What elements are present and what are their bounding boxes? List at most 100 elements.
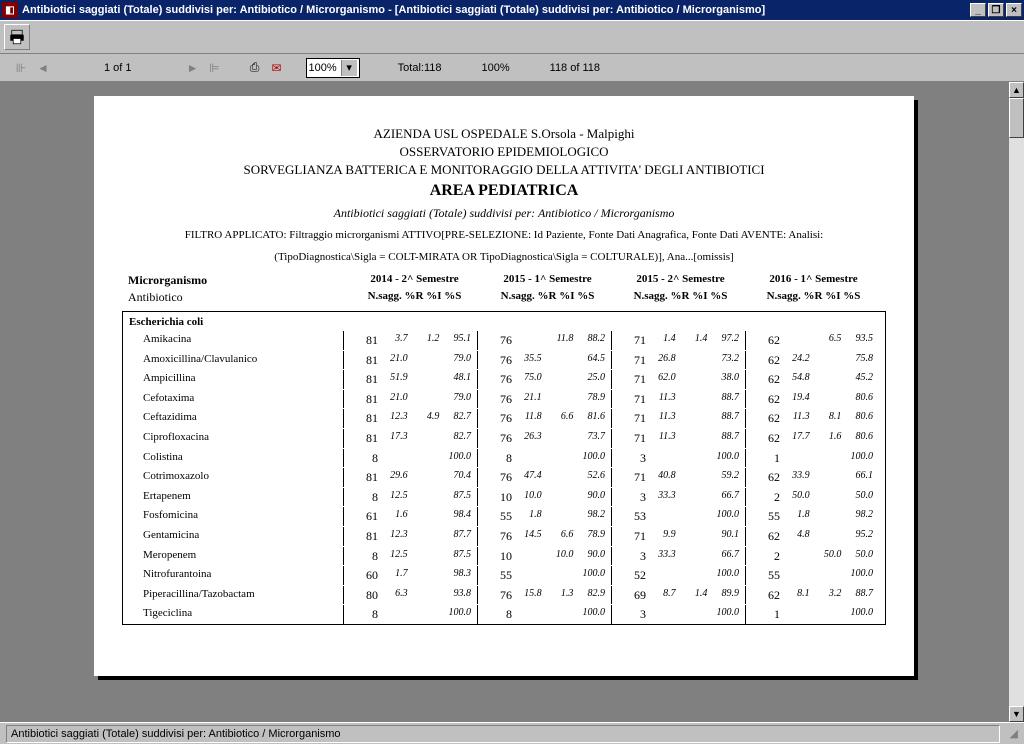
semester-cell: 812.587.5 <box>343 547 477 566</box>
title-bar: ◧ Antibiotici saggiati (Totale) suddivis… <box>0 0 1024 20</box>
table-row: Ceftazidima8112.34.982.77611.86.681.6711… <box>123 408 885 428</box>
semester-cell: 8121.079.0 <box>343 351 477 370</box>
table-row: Cefotaxima8121.079.07621.178.97111.388.7… <box>123 389 885 409</box>
antibiotic-name: Tigeciclina <box>129 605 343 624</box>
page-indicator: 1 of 1 <box>104 62 132 74</box>
semester-cell: 6224.275.8 <box>745 351 879 370</box>
sem-3-header: 2015 - 2^ Semestre <box>614 273 747 288</box>
filter-line-1: FILTRO APPLICATO: Filtraggio microrganis… <box>148 229 860 241</box>
report-subtitle: Antibiotici saggiati (Totale) suddivisi … <box>108 206 900 221</box>
header-line-1: AZIENDA USL OSPEDALE S.Orsola - Malpighi <box>108 126 900 142</box>
semester-cell: 7647.452.6 <box>477 468 611 487</box>
semester-cell: 8117.382.7 <box>343 429 477 448</box>
semester-cell: 7162.038.0 <box>611 370 745 389</box>
semester-cell: 6233.966.1 <box>745 468 879 487</box>
semester-cell: 8121.079.0 <box>343 390 477 409</box>
status-bar: Antibiotici saggiati (Totale) suddivisi … <box>0 722 1024 744</box>
filter-line-2: (TipoDiagnostica\Sigla = COLT-MIRATA OR … <box>148 251 860 263</box>
table-row: Colistina8100.08100.03100.01100.0 <box>123 448 885 468</box>
table-row: Ertapenem812.587.51010.090.0333.366.7250… <box>123 487 885 507</box>
main-toolbar <box>0 20 1024 54</box>
semester-cell: 333.366.7 <box>611 547 745 566</box>
export-icon[interactable]: ✉ <box>269 60 285 76</box>
print-button[interactable] <box>4 24 30 50</box>
sem-4-header: 2016 - 1^ Semestre <box>747 273 880 288</box>
semester-cell: 55100.0 <box>745 566 879 585</box>
resize-grip-icon[interactable]: ◢ <box>1000 727 1018 740</box>
label-microrganismo: Microrganismo <box>128 273 348 288</box>
zoom-value: 100% <box>309 62 337 74</box>
total-records: Total:118 <box>398 62 442 74</box>
status-text: Antibiotici saggiati (Totale) suddivisi … <box>6 725 1000 743</box>
semester-cell: 1010.090.0 <box>477 488 611 507</box>
semester-cell: 812.587.5 <box>343 488 477 507</box>
semester-cell: 611.698.4 <box>343 507 477 526</box>
antibiotic-name: Gentamicina <box>129 527 343 546</box>
prev-page-button[interactable]: ◄ <box>35 60 51 76</box>
semester-cell: 7675.025.0 <box>477 370 611 389</box>
semester-cell: 698.71.489.9 <box>611 586 745 605</box>
header-area: AREA PEDIATRICA <box>108 182 900 200</box>
antibiotic-name: Amoxicillina/Clavulanico <box>129 351 343 370</box>
semester-cell: 6211.38.180.6 <box>745 409 879 428</box>
semester-cell: 624.895.2 <box>745 527 879 546</box>
semester-cell: 8112.387.7 <box>343 527 477 546</box>
antibiotic-name: Colistina <box>129 449 343 468</box>
sem-1-header: 2014 - 2^ Semestre <box>348 273 481 288</box>
semester-cell: 8100.0 <box>477 605 611 624</box>
semester-cell: 7126.873.2 <box>611 351 745 370</box>
semester-cell: 711.41.497.2 <box>611 331 745 350</box>
content-area: AZIENDA USL OSPEDALE S.Orsola - Malpighi… <box>0 82 1024 722</box>
table-row: Ampicillina8151.948.17675.025.07162.038.… <box>123 369 885 389</box>
table-row: Meropenem812.587.51010.090.0333.366.7250… <box>123 546 885 566</box>
semester-cell: 7615.81.382.9 <box>477 586 611 605</box>
column-headers-2: Antibiotico N.sagg. %R %I %S N.sagg. %R … <box>108 290 900 307</box>
antibiotic-name: Cotrimoxazolo <box>129 468 343 487</box>
last-page-button[interactable]: ⊫ <box>207 60 223 76</box>
scroll-up-button[interactable]: ▲ <box>1009 82 1024 98</box>
antibiotic-name: Ampicillina <box>129 370 343 389</box>
semester-cell: 6219.480.6 <box>745 390 879 409</box>
zoom-select[interactable]: 100% ▾ <box>306 58 360 78</box>
antibiotic-name: Fosfomicina <box>129 507 343 526</box>
antibiotic-name: Piperacillina/Tazobactam <box>129 586 343 605</box>
print-icon[interactable]: ⎙ <box>247 60 263 76</box>
antibiotic-name: Meropenem <box>129 547 343 566</box>
table-row: Amoxicillina/Clavulanico8121.079.07635.5… <box>123 350 885 370</box>
antibiotic-name: Ciprofloxacina <box>129 429 343 448</box>
vertical-scrollbar[interactable]: ▲ ▼ <box>1008 82 1024 722</box>
document-viewport[interactable]: AZIENDA USL OSPEDALE S.Orsola - Malpighi… <box>0 82 1008 722</box>
semester-cell: 1100.0 <box>745 449 879 468</box>
semester-cell: 7611.86.681.6 <box>477 409 611 428</box>
antibiotic-name: Nitrofurantoina <box>129 566 343 585</box>
semester-cell: 52100.0 <box>611 566 745 585</box>
semester-cell: 7614.56.678.9 <box>477 527 611 546</box>
organism-name: Escherichia coli <box>123 312 885 330</box>
table-row: Gentamicina8112.387.77614.56.678.9719.99… <box>123 526 885 546</box>
close-button[interactable]: × <box>1006 3 1022 17</box>
scroll-down-button[interactable]: ▼ <box>1009 706 1024 722</box>
data-table: Escherichia coli Amikacina813.71.295.176… <box>122 311 886 625</box>
record-range: 118 of 118 <box>550 62 600 74</box>
semester-cell: 551.898.2 <box>745 507 879 526</box>
percent-loaded: 100% <box>482 62 510 74</box>
semester-cell: 6217.71.680.6 <box>745 429 879 448</box>
scroll-thumb[interactable] <box>1009 98 1024 138</box>
semester-cell: 7626.373.7 <box>477 429 611 448</box>
minimize-button[interactable]: _ <box>970 3 986 17</box>
first-page-button[interactable]: ⊪ <box>13 60 29 76</box>
table-row: Tigeciclina8100.08100.03100.01100.0 <box>123 604 885 624</box>
label-antibiotico: Antibiotico <box>128 290 348 305</box>
printer-icon <box>8 28 26 46</box>
scroll-track[interactable] <box>1009 98 1024 706</box>
semester-cell: 7611.888.2 <box>477 331 611 350</box>
next-page-button[interactable]: ► <box>185 60 201 76</box>
antibiotic-name: Ceftazidima <box>129 409 343 428</box>
semester-cell: 3100.0 <box>611 605 745 624</box>
semester-cell: 551.898.2 <box>477 507 611 526</box>
maximize-button[interactable]: ❐ <box>988 3 1004 17</box>
chevron-down-icon: ▾ <box>341 60 357 76</box>
semester-cell: 7140.859.2 <box>611 468 745 487</box>
header-line-2: OSSERVATORIO EPIDEMIOLOGICO <box>108 144 900 160</box>
semester-cell: 250.050.0 <box>745 547 879 566</box>
